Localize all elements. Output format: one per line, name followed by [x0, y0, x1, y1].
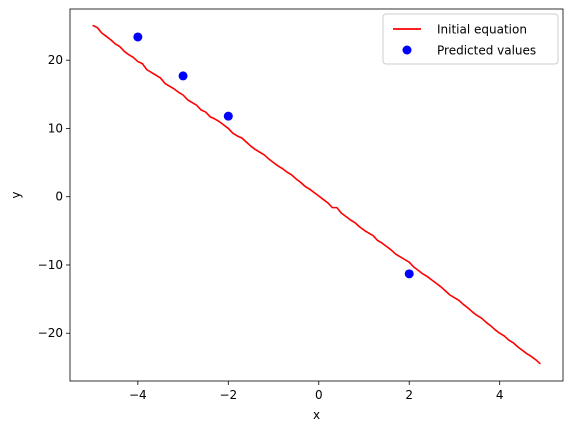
- y-axis-ticks: −20 −10 0 10 20: [38, 53, 70, 340]
- x-axis-label: x: [313, 408, 320, 422]
- y-tick-label: −10: [38, 258, 63, 272]
- legend: Initial equation Predicted values: [382, 13, 559, 65]
- predicted-value-point: [404, 269, 414, 279]
- plot-marks: [92, 24, 541, 365]
- legend-box: [382, 13, 559, 65]
- y-tick-label: 0: [55, 190, 63, 204]
- y-tick-label: −20: [38, 326, 63, 340]
- x-axis-ticks: −4 −2 0 2 4: [129, 381, 504, 402]
- predicted-value-point: [223, 111, 233, 121]
- x-tick-label: 0: [315, 388, 323, 402]
- predicted-value-point: [133, 32, 143, 42]
- x-tick-label: 4: [496, 388, 504, 402]
- plot-frame: [69, 8, 564, 382]
- legend-label-predicted-values: Predicted values: [437, 44, 536, 58]
- x-tick-label: −2: [219, 388, 237, 402]
- x-tick-label: −4: [129, 388, 147, 402]
- y-tick-label: 20: [48, 53, 63, 67]
- x-tick-label: 2: [405, 388, 413, 402]
- legend-dot-swatch: [402, 45, 412, 55]
- legend-label-initial-equation: Initial equation: [437, 23, 527, 37]
- series-line-initial-equation: [92, 24, 541, 365]
- y-axis-label: y: [9, 191, 23, 198]
- predicted-value-point: [178, 71, 188, 81]
- y-tick-label: 10: [48, 121, 63, 135]
